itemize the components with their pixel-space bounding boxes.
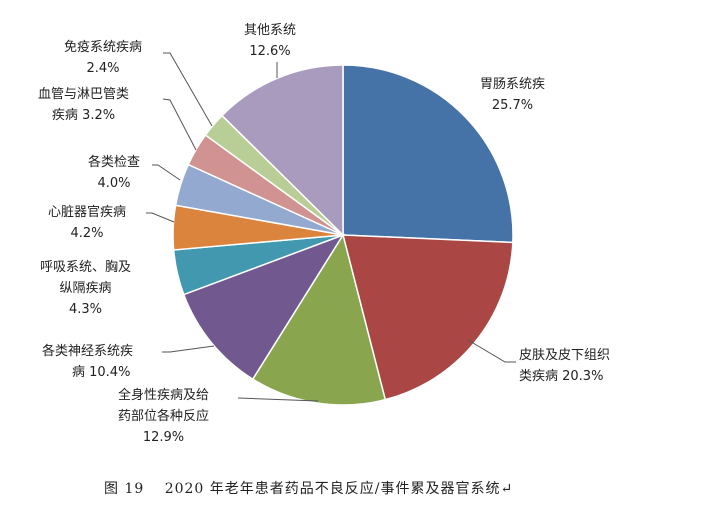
leader-line-exam — [152, 164, 181, 181]
slice-label-cardiac: 心脏器官疾病 4.2% — [48, 202, 126, 244]
pie-slice-9 — [220, 64, 344, 237]
pie-slice-3 — [182, 233, 345, 381]
slice-label-immune: 免疫系统疾病 2.4% — [64, 37, 142, 79]
label-line: 各类神经系统疾 — [42, 344, 134, 359]
label-line: 纵隔疾病 — [59, 281, 112, 296]
slice-label-respiratory: 呼吸系统、胸及 纵隔疾病 4.3% — [40, 257, 131, 320]
leader-line-cardiac — [146, 212, 175, 223]
label-line: 类疾病 20.3% — [519, 369, 604, 384]
label-line: 4.0% — [97, 176, 131, 191]
label-line: 胃肠系统疾 — [480, 77, 546, 92]
label-line: 免疫系统疾病 — [64, 40, 143, 55]
label-line: 皮肤及皮下组织 — [519, 348, 611, 363]
slice-label-other: 其他系统 12.6% — [244, 20, 296, 62]
figure-caption: 图 19 2020 年老年患者药品不良反应/事件累及器官系统↵ — [104, 481, 514, 497]
leader-line-vascular — [162, 98, 197, 151]
leader-line-skin — [467, 339, 516, 363]
slice-label-systemic: 全身性疾病及给 药部位各种反应 12.9% — [118, 385, 209, 448]
pie-slice-0 — [342, 64, 514, 244]
label-line: 12.9% — [142, 430, 185, 445]
leader-line-immune — [163, 52, 213, 127]
slice-label-neuro: 各类神经系统疾 病 10.4% — [42, 341, 133, 383]
slice-label-skin: 皮肤及皮下组织 类疾病 20.3% — [519, 345, 610, 387]
label-line: 心脏器官疾病 — [48, 205, 127, 220]
leader-line-systemic — [237, 397, 319, 402]
label-line: 血管与淋巴管类 — [38, 87, 130, 102]
slice-label-vascular: 血管与淋巴管类 疾病 3.2% — [38, 84, 129, 126]
label-line: 药部位各种反应 — [118, 409, 210, 424]
leader-lines — [146, 52, 516, 402]
slice-label-exam: 各类检查 4.0% — [88, 152, 140, 194]
leader-line-neuro — [162, 345, 215, 353]
label-line: 疾病 3.2% — [51, 108, 116, 123]
label-line: 4.2% — [70, 226, 104, 241]
label-line: 其他系统 — [244, 23, 297, 38]
label-line: 病 10.4% — [72, 365, 131, 380]
label-line: 全身性疾病及给 — [118, 388, 210, 403]
label-line: 25.7% — [491, 98, 534, 113]
label-line: 12.6% — [249, 44, 291, 59]
label-line: 呼吸系统、胸及 — [40, 260, 132, 275]
pie-slice-2 — [251, 233, 387, 406]
label-line: 各类检查 — [88, 155, 141, 170]
pie-slice-1 — [342, 234, 514, 401]
slice-label-gastro: 胃肠系统疾 25.7% — [480, 74, 545, 116]
label-line: 2.4% — [86, 61, 120, 76]
label-line: 4.3% — [68, 302, 103, 317]
